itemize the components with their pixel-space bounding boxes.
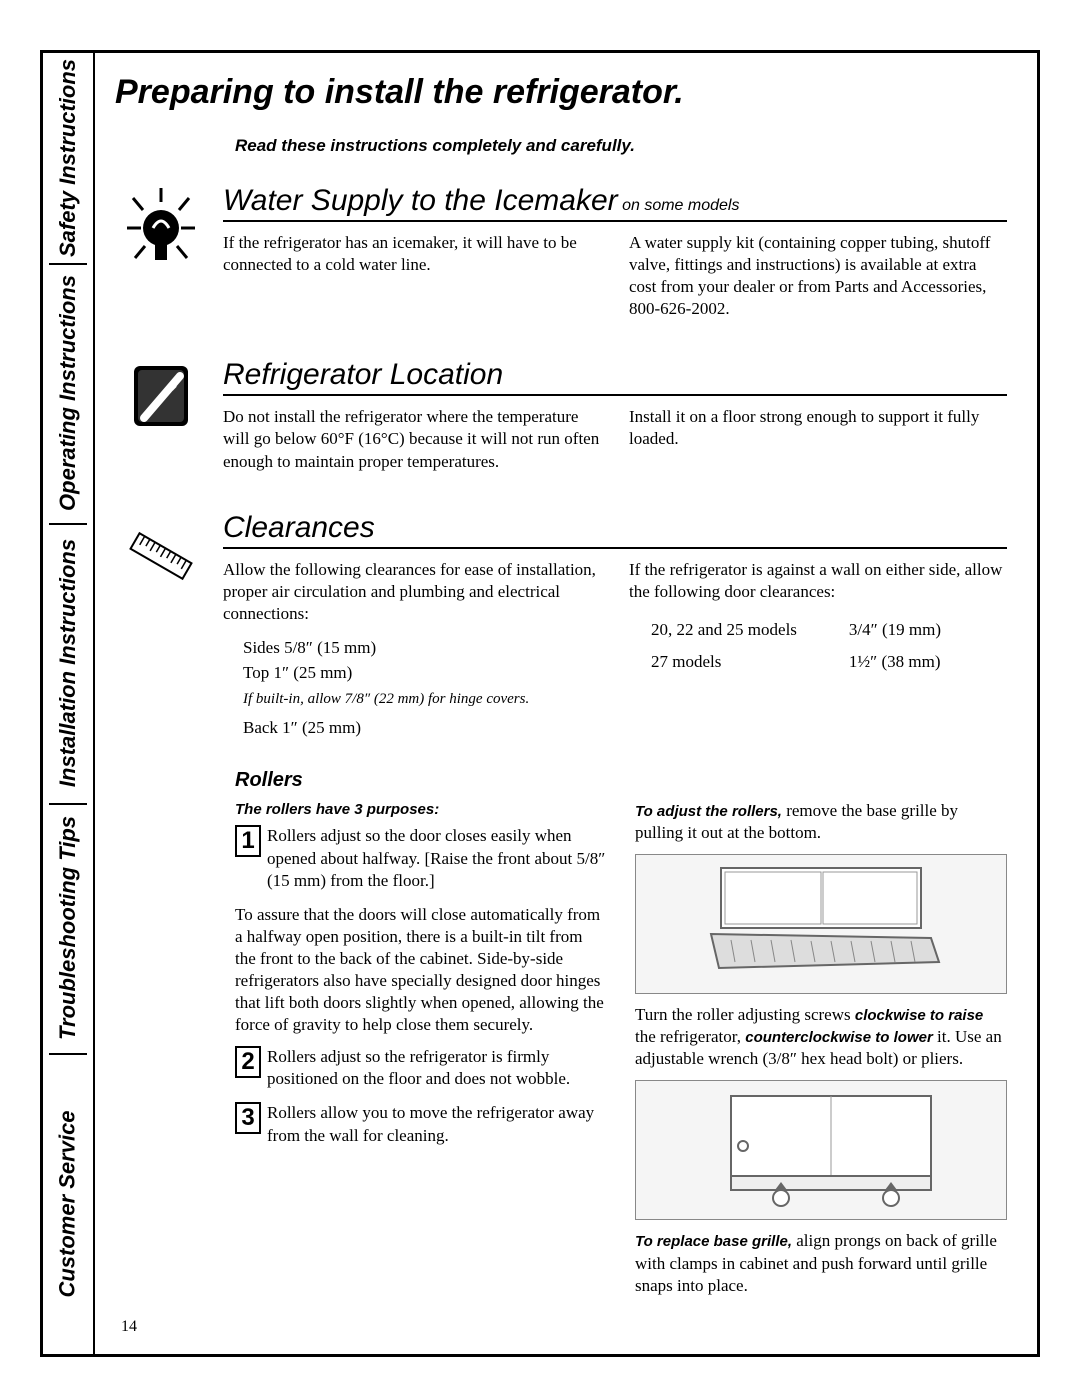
tab-troubleshooting: Troubleshooting Tips <box>55 816 81 1040</box>
clearance-top: Top 1″ (25 mm) <box>243 660 601 686</box>
number-box-1: 1 <box>235 825 261 857</box>
ruler-icon <box>115 511 207 741</box>
rollers-turn-text: Turn the roller adjusting screws clockwi… <box>635 1004 1007 1070</box>
roller-text-2: Rollers adjust so the refrigerator is fi… <box>267 1046 607 1090</box>
tab-customer-service: Customer Service <box>55 1110 81 1297</box>
section-tabs-sidebar: Safety Instructions Operating Instructio… <box>43 53 95 1354</box>
clearance-sides: Sides 5/8″ (15 mm) <box>243 635 601 661</box>
bold-lead: To adjust the rollers, <box>635 803 782 820</box>
heading-text: Water Supply to the Icemaker <box>223 184 618 217</box>
roller-text-1: Rollers adjust so the door closes easily… <box>267 825 607 891</box>
page-title: Preparing to install the refrigerator. <box>115 73 1007 112</box>
rollers-left-intro: The rollers have 3 purposes: <box>235 800 607 820</box>
door-clearance-0: 3/4″ (19 mm) <box>829 615 971 645</box>
number-box-2: 2 <box>235 1046 261 1078</box>
tab-installation: Installation Instructions <box>55 539 81 787</box>
roller-purpose-1: 1 Rollers adjust so the door closes easi… <box>235 825 607 891</box>
water-right-text: A water supply kit (containing copper tu… <box>629 232 1007 320</box>
rollers-left-column: The rollers have 3 purposes: 1 Rollers a… <box>235 800 607 1307</box>
content-area: Preparing to install the refrigerator. R… <box>95 53 1037 1354</box>
section-heading-water: Water Supply to the Icemaker on some mod… <box>223 184 1007 222</box>
p2-b2: counterclockwise to lower <box>745 1029 933 1046</box>
section-location: Refrigerator Location Do not install the… <box>115 358 1007 482</box>
p3-lead: To replace base grille, <box>635 1233 792 1250</box>
page-number: 14 <box>121 1318 137 1336</box>
rollers-replace-text: To replace base grille, align prongs on … <box>635 1230 1007 1296</box>
section-clearances: Clearances Allow the following clearance… <box>115 511 1007 741</box>
location-right-text: Install it on a floor strong enough to s… <box>629 406 1007 450</box>
base-grille-removal-diagram <box>635 854 1007 994</box>
water-left-text: If the refrigerator has an icemaker, it … <box>223 232 601 276</box>
clearances-left-intro: Allow the following clearances for ease … <box>223 559 601 625</box>
door-clearance-table: 20, 22 and 25 models 3/4″ (19 mm) 27 mod… <box>629 613 973 679</box>
rollers-adjust-text: To adjust the rollers, remove the base g… <box>635 800 1007 844</box>
number-box-3: 3 <box>235 1102 261 1134</box>
clearance-back: Back 1″ (25 mm) <box>243 715 601 741</box>
page-subtitle: Read these instructions completely and c… <box>235 136 1007 156</box>
section-heading-clearances: Clearances <box>223 511 1007 549</box>
tab-operating: Operating Instructions <box>55 275 81 511</box>
p2-pre: Turn the roller adjusting screws <box>635 1005 855 1024</box>
door-models-0: 20, 22 and 25 models <box>631 615 827 645</box>
section-water-supply: Water Supply to the Icemaker on some mod… <box>115 184 1007 330</box>
roller-purpose-2: 2 Rollers adjust so the refrigerator is … <box>235 1046 607 1090</box>
page-frame: Safety Instructions Operating Instructio… <box>40 50 1040 1357</box>
table-row: 27 models 1½″ (38 mm) <box>631 647 971 677</box>
section-heading-location: Refrigerator Location <box>223 358 1007 396</box>
rollers-heading: Rollers <box>235 769 1007 792</box>
clearance-top-note: If built-in, allow 7/8″ (22 mm) for hing… <box>243 690 601 710</box>
table-row: 20, 22 and 25 models 3/4″ (19 mm) <box>631 615 971 645</box>
p2-b1: clockwise to raise <box>855 1007 983 1024</box>
p2-mid: the refrigerator, <box>635 1027 745 1046</box>
clearances-right-intro: If the refrigerator is against a wall on… <box>629 559 1007 603</box>
tab-safety: Safety Instructions <box>55 59 81 257</box>
lightbulb-burst-icon <box>115 184 207 330</box>
rollers-left-paragraph: To assure that the doors will close auto… <box>235 904 607 1037</box>
door-models-1: 27 models <box>631 647 827 677</box>
roller-purpose-3: 3 Rollers allow you to move the refriger… <box>235 1102 607 1146</box>
location-left-text: Do not install the refrigerator where th… <box>223 406 601 472</box>
roller-text-3: Rollers allow you to move the refrigerat… <box>267 1102 607 1146</box>
door-clearance-1: 1½″ (38 mm) <box>829 647 971 677</box>
rollers-right-column: To adjust the rollers, remove the base g… <box>635 800 1007 1307</box>
thermometer-icon <box>115 358 207 482</box>
roller-adjust-diagram <box>635 1080 1007 1220</box>
heading-suffix: on some models <box>618 197 740 214</box>
